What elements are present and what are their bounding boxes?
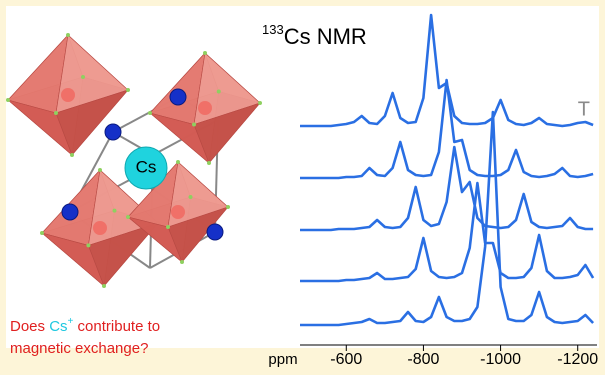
x-tick-label: -600 bbox=[330, 351, 362, 368]
anion bbox=[113, 209, 117, 213]
central-atom bbox=[93, 221, 107, 235]
anion bbox=[86, 243, 90, 247]
caption-highlight: Cs bbox=[49, 318, 67, 335]
figure: Cs 133Cs NMR T ppm Does Cs+ contribute t… bbox=[0, 0, 605, 370]
anion bbox=[180, 260, 184, 264]
series-label: T bbox=[578, 98, 590, 120]
anion bbox=[207, 161, 211, 165]
anion bbox=[98, 168, 102, 172]
title-superscript: 133 bbox=[262, 22, 284, 37]
anion bbox=[176, 160, 180, 164]
anion bbox=[189, 195, 193, 199]
anion bbox=[148, 111, 152, 115]
page: {"chart_data": {"type": "line", "title_s… bbox=[0, 0, 605, 370]
x-tick-label: -1000 bbox=[480, 351, 521, 368]
anion bbox=[258, 101, 262, 105]
anion bbox=[126, 215, 130, 219]
atom bbox=[170, 89, 186, 105]
anion bbox=[102, 284, 106, 288]
title-text: Cs NMR bbox=[284, 24, 367, 49]
x-axis-label: ppm bbox=[268, 351, 297, 368]
atom bbox=[207, 224, 223, 240]
caption-text: contribute to bbox=[73, 318, 160, 335]
atom bbox=[105, 124, 121, 140]
central-atom bbox=[61, 88, 75, 102]
anion bbox=[192, 123, 196, 127]
caption-text: Does bbox=[10, 318, 49, 335]
atom bbox=[62, 204, 78, 220]
caption-line2: magnetic exchange? bbox=[10, 340, 148, 357]
anion bbox=[217, 90, 221, 94]
caption-line1: Does Cs+ contribute to bbox=[10, 316, 160, 335]
central-atom bbox=[198, 101, 212, 115]
anion bbox=[203, 51, 207, 55]
anion bbox=[226, 205, 230, 209]
anion bbox=[81, 75, 85, 79]
x-tick-label: -800 bbox=[407, 351, 439, 368]
anion bbox=[6, 98, 10, 102]
anion bbox=[66, 33, 70, 37]
anion bbox=[126, 88, 130, 92]
anion bbox=[54, 111, 58, 115]
anion bbox=[70, 153, 74, 157]
anion bbox=[166, 225, 170, 229]
central-atom bbox=[171, 205, 185, 219]
x-tick-label: -1200 bbox=[557, 351, 598, 368]
cs-label: Cs bbox=[136, 157, 157, 176]
anion bbox=[40, 231, 44, 235]
